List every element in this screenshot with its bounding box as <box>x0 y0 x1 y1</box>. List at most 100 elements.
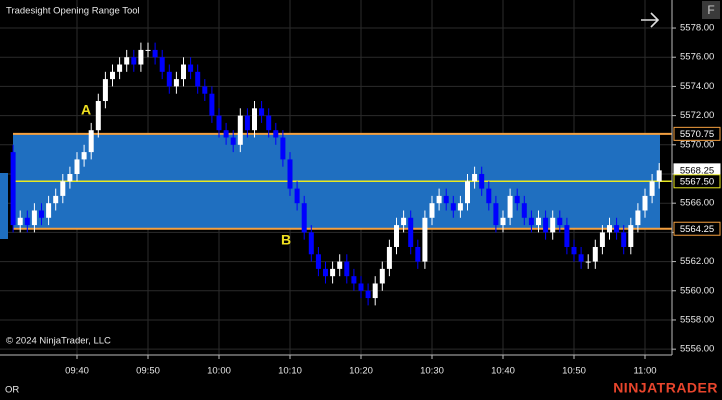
candle-body <box>67 173 73 182</box>
candle-body <box>138 49 144 65</box>
candle-body <box>81 152 87 160</box>
candle-body <box>408 217 414 247</box>
candle-body <box>88 130 94 153</box>
candle-body <box>216 115 222 131</box>
candle-body <box>614 225 620 233</box>
y-tick-label: 5556.00 <box>680 344 714 355</box>
candle-body <box>500 217 506 226</box>
candle-body <box>528 217 534 226</box>
candle-body <box>273 130 279 138</box>
arrow-icon[interactable] <box>641 12 660 28</box>
candle-body <box>621 232 627 247</box>
candle-body <box>202 86 208 94</box>
copyright: © 2024 NinjaTrader, LLC <box>6 336 111 347</box>
candle-body <box>53 195 59 204</box>
candle-body <box>557 217 563 226</box>
candle-body <box>301 203 307 233</box>
candle-body <box>237 115 243 145</box>
candle-body <box>287 159 293 189</box>
y-tick-label: 5572.00 <box>680 110 714 121</box>
x-tick-label: 10:50 <box>562 366 586 377</box>
y-tick-label: 5566.00 <box>680 198 714 209</box>
candles <box>10 42 662 306</box>
candle-body <box>60 181 66 196</box>
y-tick-label: 5558.00 <box>680 314 714 325</box>
candle-body <box>24 217 30 226</box>
price-marker-label: 5568.25 <box>680 165 714 176</box>
price-marker-label: 5564.25 <box>680 224 714 235</box>
candle-body <box>74 159 80 174</box>
candle-body <box>379 268 385 284</box>
candle-body <box>365 290 371 299</box>
candle-body <box>323 268 328 277</box>
brand-logo: NINJATRADER <box>613 380 718 396</box>
candle-body <box>401 217 407 226</box>
footer-label: OR <box>5 385 19 396</box>
x-tick-label: 10:10 <box>278 366 302 377</box>
candle-body <box>450 203 456 211</box>
candle-body <box>607 225 612 233</box>
candle-body <box>117 64 123 72</box>
candle-body <box>131 57 137 65</box>
x-tick-label: 10:00 <box>207 366 231 377</box>
candle-body <box>95 101 101 131</box>
price-marker-box <box>673 221 721 236</box>
candle-body <box>649 181 655 196</box>
price-marker-label: 5567.50 <box>680 176 714 187</box>
candle-body <box>195 71 201 87</box>
candle-body <box>436 195 442 204</box>
candle-body <box>351 276 357 284</box>
candle-body <box>102 79 108 102</box>
candle-body <box>145 49 151 51</box>
candle-body <box>415 246 421 262</box>
candle-body <box>230 137 236 145</box>
x-tick-label: 10:20 <box>349 366 373 377</box>
candle-body <box>642 195 648 211</box>
candle-body <box>394 225 399 247</box>
button-f[interactable] <box>702 1 720 19</box>
y-tick-label: 5576.00 <box>680 52 714 63</box>
candle-body <box>330 268 336 277</box>
axes: 5556.005558.005560.005562.005564.005566.… <box>65 23 721 377</box>
x-tick-label: 10:40 <box>491 366 515 377</box>
candle-body <box>166 71 172 87</box>
candle-body <box>266 115 272 131</box>
candle-body <box>358 283 364 291</box>
candle-body <box>585 261 591 263</box>
candle-body <box>536 217 541 226</box>
y-tick-label: 5570.00 <box>680 139 714 150</box>
candle-body <box>31 210 37 226</box>
y-tick-label: 5560.00 <box>680 285 714 296</box>
candle-body <box>181 64 186 80</box>
candle-body <box>628 225 634 247</box>
y-tick-label: 5574.00 <box>680 81 714 92</box>
candle-body <box>465 181 470 204</box>
candle-body <box>173 79 179 87</box>
candle-body <box>422 217 428 262</box>
candle-body <box>110 71 115 80</box>
annotation-label: A <box>81 102 91 118</box>
candle-body <box>152 49 158 58</box>
candle-body <box>308 232 314 255</box>
candle-body <box>507 195 513 218</box>
candle-body <box>514 195 520 204</box>
candle-body <box>124 57 130 65</box>
candle-body <box>280 137 286 160</box>
candle-body <box>550 217 556 233</box>
candle-body <box>386 246 392 269</box>
x-tick-label: 09:50 <box>136 366 160 377</box>
candle-body <box>315 254 321 269</box>
candle-body <box>486 188 492 204</box>
candle-body <box>493 203 499 226</box>
candle-body <box>294 188 300 204</box>
candle-body <box>337 261 343 269</box>
candle-body <box>429 203 435 218</box>
range-side-marker <box>0 173 8 239</box>
candle-body <box>372 283 378 299</box>
button-f-label[interactable]: F <box>707 3 714 17</box>
candle-body <box>543 217 549 233</box>
candle-body <box>46 203 52 218</box>
x-tick-label: 09:40 <box>65 366 89 377</box>
opening-range <box>13 132 672 230</box>
